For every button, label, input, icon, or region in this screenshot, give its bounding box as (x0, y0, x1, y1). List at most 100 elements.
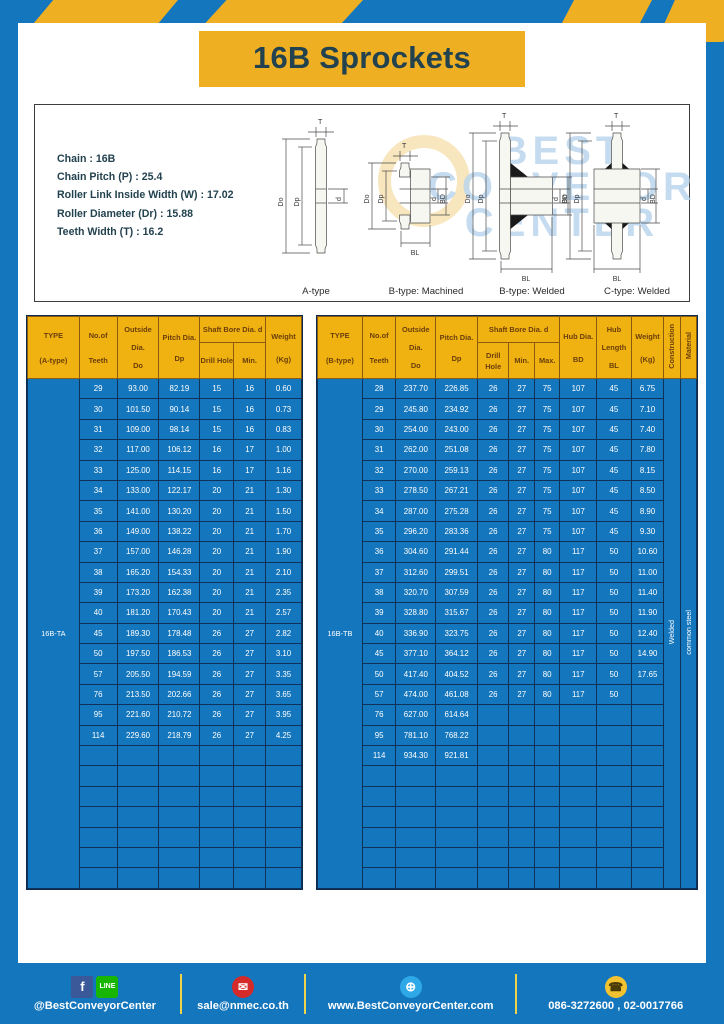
footer-phone-text[interactable]: 086-3272600 , 02-0017766 (548, 999, 684, 1012)
footer-item-website[interactable]: ⊕ www.BestConveyorCenter.com (310, 975, 511, 1012)
cell-drill-blank (199, 765, 235, 787)
cell-teeth: 95 (361, 724, 397, 747)
cell-min: 27 (508, 479, 535, 502)
cell-wt: 4.25 (265, 724, 302, 747)
cell-max: 80 (533, 622, 561, 645)
footer-item-phone[interactable]: ☎ 086-3272600 , 02-0017766 (521, 975, 710, 1012)
cell-od: 141.00 (116, 500, 160, 522)
svg-text:Dp: Dp (478, 194, 485, 203)
cell-min (508, 704, 535, 726)
table-row: 31 109.00 98.14 15 16 0.83 (28, 418, 302, 441)
cell-pd: 186.53 (158, 643, 201, 665)
cell-min: 21 (233, 520, 267, 543)
svg-text:Do: Do (562, 194, 569, 203)
footer-website-text[interactable]: www.BestConveyorCenter.com (327, 999, 494, 1012)
cell-od: 278.50 (395, 479, 437, 502)
table-row: 30 101.50 90.14 15 16 0.73 (28, 398, 302, 420)
table-row: 16B-TA 29 93.00 82.19 15 16 0.60 (27, 377, 302, 889)
globe-icon[interactable]: ⊕ (399, 975, 422, 998)
social-icons: f LINE (71, 975, 119, 998)
cell-wt: 8.90 (630, 500, 665, 522)
cell-wt: 11.90 (630, 602, 665, 624)
cell-bl: 45 (596, 479, 632, 502)
cell-wt: 0.83 (265, 418, 302, 441)
cell-teeth-blank (361, 846, 397, 869)
cell-wt: 0.60 (265, 377, 302, 400)
cell-bd (559, 745, 598, 767)
cell-teeth-blank (361, 806, 397, 828)
cell-wt: 3.95 (265, 704, 302, 726)
diagram-label-b-type-machined: B-type: Machined (388, 286, 464, 297)
cell-drill-blank (476, 785, 510, 808)
cell-teeth: 31 (361, 439, 397, 461)
svg-text:BL: BL (613, 276, 622, 283)
b-type-table-head: TYPE (B-type) No.of Teeth Outside Dia. (317, 316, 698, 379)
cell-bl: 45 (596, 459, 632, 481)
mail-icon[interactable]: ✉ (232, 975, 255, 998)
table-row: 34 287.00 275.28 26 27 75 107 45 8.90 (318, 500, 697, 522)
cell-drill: 15 (199, 398, 235, 420)
cell-max: 80 (533, 581, 561, 604)
footer-item-email[interactable]: ✉ sale@nmec.co.th (186, 975, 300, 1012)
table-row: 29 245.80 234.92 26 27 75 107 45 7.10 (318, 398, 697, 420)
cell-bd: 117 (559, 581, 598, 604)
cell-pd: 364.12 (435, 643, 478, 665)
cell-od: 197.50 (116, 643, 160, 665)
cell-min: 27 (233, 704, 267, 726)
cell-teeth-blank (361, 867, 397, 889)
col-header-construction: Construction (663, 316, 681, 379)
cell-wt-blank (265, 806, 302, 828)
svg-text:BL: BL (522, 276, 531, 283)
cell-od: 133.00 (116, 479, 160, 502)
cell-od: 173.20 (116, 581, 160, 604)
table-row: 38 320.70 307.59 26 27 80 117 50 11.40 (318, 581, 697, 604)
cell-drill: 16 (199, 459, 235, 481)
cell-wt: 17.65 (630, 663, 665, 685)
facebook-icon[interactable]: f (71, 975, 94, 998)
cell-wt-blank (630, 765, 665, 787)
cell-od-blank (395, 826, 437, 848)
cell-od: 189.30 (116, 622, 160, 645)
footer-item-social[interactable]: f LINE @BestConveyorCenter (14, 975, 176, 1012)
footer-social-handle[interactable]: @BestConveyorCenter (33, 999, 157, 1012)
footer-email-text[interactable]: sale@nmec.co.th (197, 999, 289, 1012)
cell-teeth: 34 (78, 479, 118, 502)
cell-od: 117.00 (116, 439, 160, 461)
svg-text:d: d (431, 197, 438, 201)
cell-wt-blank (265, 826, 302, 848)
cell-teeth: 35 (361, 520, 397, 543)
cell-pd: 307.59 (435, 581, 478, 604)
table-row: 45 189.30 178.48 26 27 2.82 (28, 622, 302, 645)
cell-teeth-blank (361, 826, 397, 848)
cell-bd (559, 704, 598, 726)
line-icon[interactable]: LINE (96, 975, 119, 998)
page-title: 16B Sprockets (199, 31, 525, 87)
cell-wt: 10.60 (630, 541, 665, 563)
spec-line-link-width: Roller Link Inside Width (W) : 17.02 (57, 189, 234, 202)
diagram-type-labels: A-type B-type: Machined B-type: Welded C… (260, 286, 690, 297)
cell-od: 417.40 (395, 663, 437, 685)
cell-drill: 26 (199, 704, 235, 726)
cell-drill: 26 (476, 643, 510, 665)
page-title-wrapper: 16B Sprockets (18, 31, 706, 87)
cell-wt-blank (630, 867, 665, 889)
phone-icon[interactable]: ☎ (604, 975, 627, 998)
table-row: 36 304.60 291.44 26 27 80 117 50 10.60 (318, 541, 697, 563)
col-header-teeth: No.of Teeth (361, 316, 397, 379)
cell-max (533, 745, 561, 767)
cell-bd: 117 (559, 663, 598, 685)
cell-teeth: 45 (361, 643, 397, 665)
table-row: 37 157.00 146.28 20 21 1.90 (28, 541, 302, 563)
svg-text:T: T (402, 143, 407, 150)
svg-text:d: d (336, 197, 343, 201)
col-header-type: TYPE (A-type) (27, 316, 80, 379)
cell-drill-blank (199, 785, 235, 808)
cell-wt: 7.10 (630, 398, 665, 420)
cell-pd: 614.64 (435, 704, 478, 726)
a-type-table-head: TYPE (A-type) No.of Teeth Outside Dia. (27, 316, 302, 379)
cell-min-blank (233, 745, 267, 767)
cell-teeth-blank (78, 867, 118, 889)
svg-text:Do: Do (465, 194, 472, 203)
cell-drill: 26 (199, 724, 235, 747)
cell-wt: 9.30 (630, 520, 665, 543)
